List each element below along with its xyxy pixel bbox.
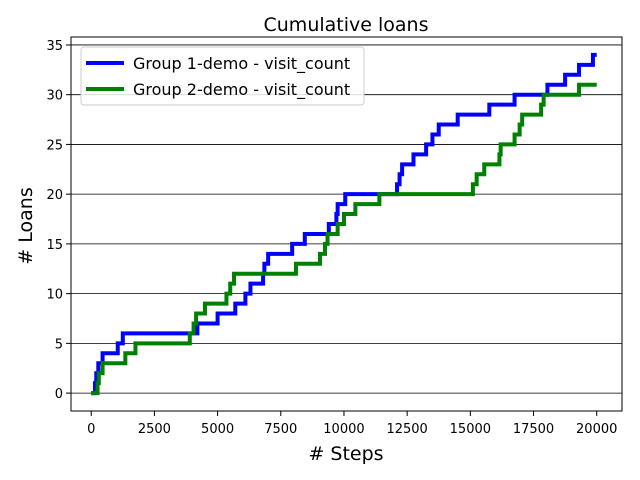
x-tick-label: 5000 [201, 422, 234, 437]
y-axis-title: # Loans [15, 187, 37, 264]
y-axis-ticks: 0 5 10 15 20 25 30 35 [46, 39, 71, 402]
x-tick-label: 2500 [138, 422, 171, 437]
series-line-group-2 [91, 82, 597, 396]
chart-title: Cumulative loans [264, 14, 429, 36]
y-tick-label: 20 [46, 188, 63, 203]
x-tick-label: 15000 [450, 422, 491, 437]
y-tick-label: 10 [46, 288, 63, 303]
y-tick-label: 35 [46, 39, 63, 54]
x-tick-label: 12500 [386, 422, 427, 437]
y-tick-label: 25 [46, 138, 63, 153]
series-line-group-1 [91, 52, 597, 396]
x-tick-label: 17500 [513, 422, 554, 437]
legend-label-group-1: Group 1-demo - visit_count [133, 54, 350, 74]
legend-box [80, 46, 365, 106]
x-tick-label: 20000 [576, 422, 617, 437]
x-tick-label: 0 [87, 422, 95, 437]
y-tick-label: 15 [46, 238, 63, 253]
series-lines [91, 52, 597, 396]
y-tick-label: 30 [46, 89, 63, 104]
plot-frame [70, 36, 623, 412]
legend: Group 1-demo - visit_count Group 2-demo … [80, 46, 365, 106]
y-tick-label: 5 [55, 337, 63, 352]
x-axis-title: # Steps [308, 443, 383, 465]
x-tick-label: 10000 [323, 422, 364, 437]
x-tick-label: 7500 [264, 422, 297, 437]
x-axis-ticks: 0 2500 5000 7500 10000 12500 15000 17500 20000 [87, 411, 617, 437]
legend-label-group-2: Group 2-demo - visit_count [133, 80, 350, 100]
y-tick-label: 0 [55, 387, 63, 402]
